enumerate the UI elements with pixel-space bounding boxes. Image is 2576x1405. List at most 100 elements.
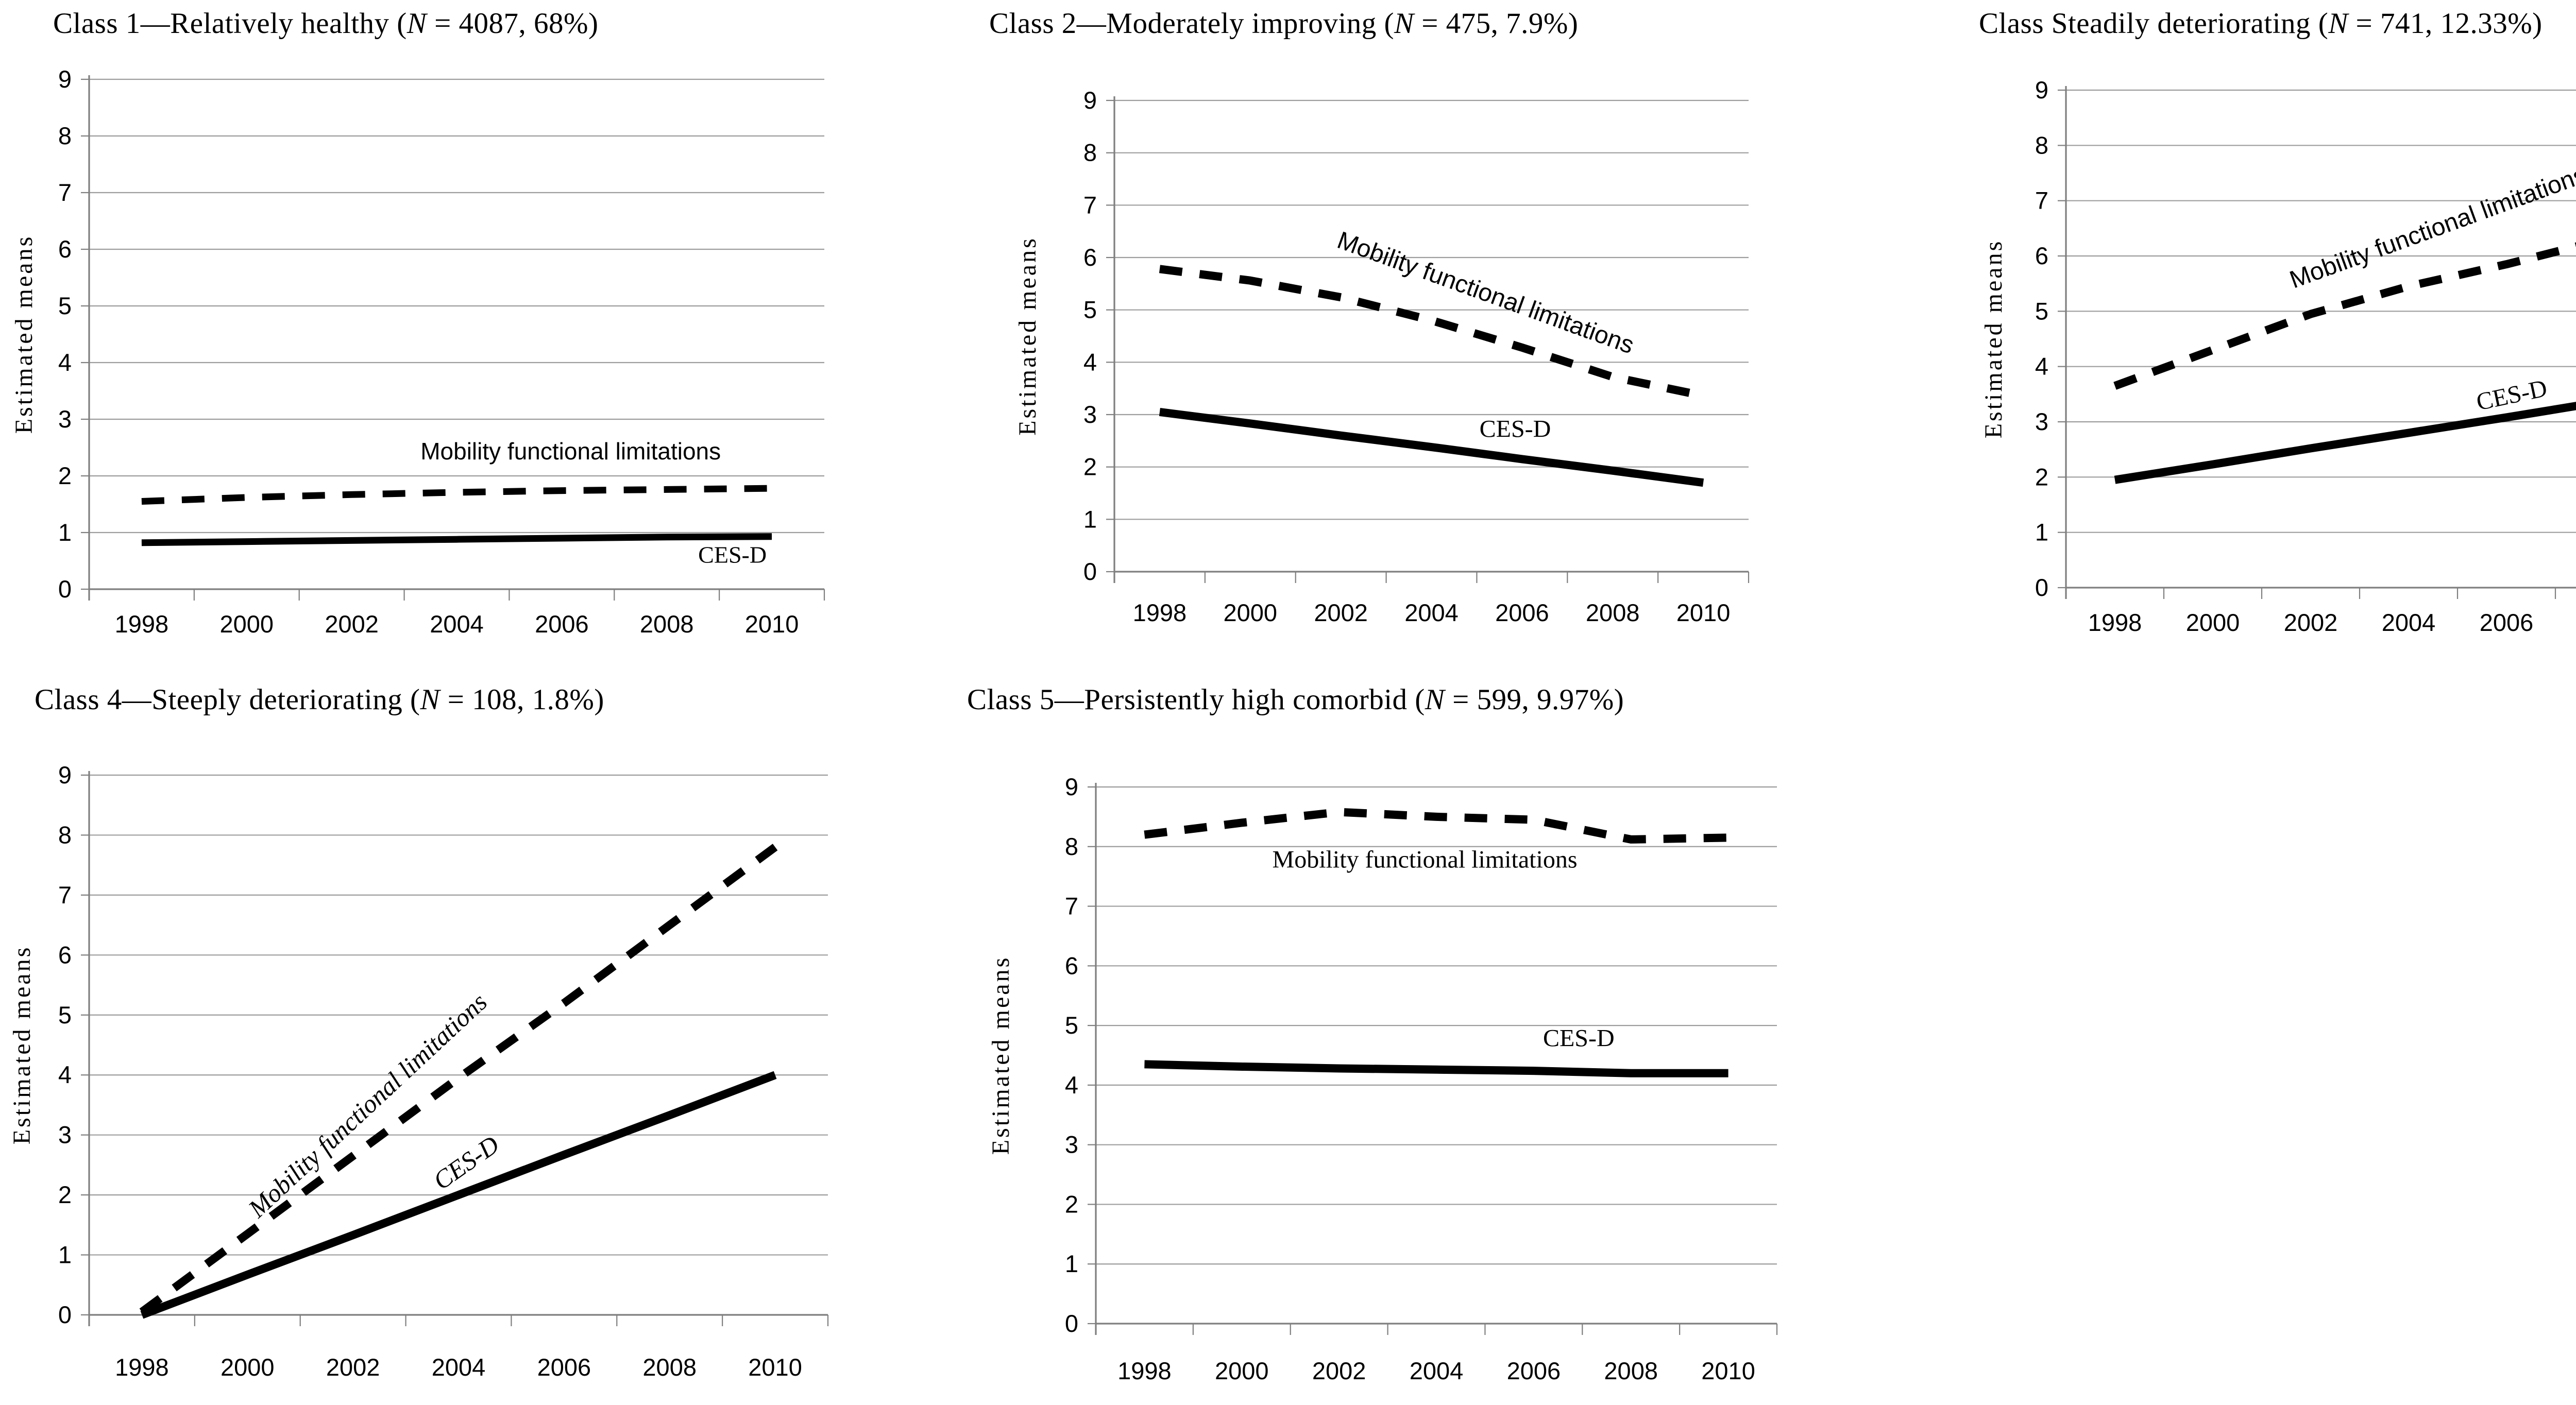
chart1-title: Class 1—Relatively healthy (N = 4087, 68… bbox=[53, 6, 598, 41]
cesd-series-label: CES-D bbox=[1480, 416, 1551, 443]
y-tick-label: 0 bbox=[2035, 574, 2048, 601]
x-tick-label: 2004 bbox=[1410, 1357, 1464, 1384]
mobility-line bbox=[2113, 242, 2576, 390]
y-tick-label: 4 bbox=[1065, 1071, 1078, 1099]
y-tick-label: 4 bbox=[58, 1061, 72, 1088]
x-tick-label: 2002 bbox=[1314, 599, 1368, 626]
y-tick-label: 5 bbox=[58, 292, 72, 319]
chart4-title: Class 4—Steeply deteriorating (N = 108, … bbox=[35, 682, 604, 717]
chart1-title-n: N bbox=[406, 7, 427, 40]
x-tick-label: 2008 bbox=[640, 610, 694, 638]
y-tick-label: 6 bbox=[1065, 952, 1078, 979]
chart-area-class5: 0 1 2 3 4 5 6 7 8 9 1998 2000 2002 2004 2006 2008 2010 Es… bbox=[987, 773, 1778, 1384]
chart1-title-text: Class 1—Relatively healthy ( bbox=[53, 7, 407, 40]
y-tick-label: 7 bbox=[58, 881, 72, 909]
x-tick-label: 2008 bbox=[1586, 599, 1640, 626]
y-tick-label: 1 bbox=[1065, 1250, 1078, 1277]
chart2-title-rest: = 475, 7.9%) bbox=[1414, 7, 1579, 40]
y-tick-label: 8 bbox=[2035, 131, 2048, 159]
y-tick-label: 2 bbox=[58, 1181, 72, 1208]
x-tick-label: 2002 bbox=[325, 610, 379, 638]
chart2-title-n: N bbox=[1394, 7, 1414, 40]
x-tick-label: 2010 bbox=[1676, 599, 1731, 626]
x-tick-label: 2000 bbox=[1215, 1357, 1269, 1384]
y-tick-label: 9 bbox=[58, 65, 72, 93]
chart-area-class4: 0 1 2 3 4 5 6 7 8 9 1998 2000 2002 2004 2006 2008 2010 Es… bbox=[8, 761, 829, 1381]
y-tick-label: 9 bbox=[58, 761, 72, 789]
y-tick-label: 5 bbox=[1083, 296, 1097, 323]
x-tick-label: 2004 bbox=[2382, 609, 2436, 636]
y-tick-label: 3 bbox=[58, 1121, 72, 1149]
y-tick-label: 8 bbox=[1083, 139, 1097, 166]
y-tick-label: 9 bbox=[1065, 773, 1078, 800]
y-tick-label: 6 bbox=[2035, 242, 2048, 269]
chart5-title: Class 5—Persistently high comorbid (N = … bbox=[967, 682, 1624, 717]
cesd-line bbox=[141, 533, 772, 546]
chart-area-class1: 0 1 2 3 4 5 6 7 8 9 1998 2000 2002 2004 2006 2008 2010 Es… bbox=[10, 65, 825, 638]
x-tick-label: 2002 bbox=[2284, 609, 2338, 636]
y-tick-label: 8 bbox=[58, 821, 72, 848]
chart5-title-n: N bbox=[1425, 683, 1445, 716]
y-tick-label: 6 bbox=[58, 235, 72, 263]
y-tick-label: 9 bbox=[1083, 87, 1097, 114]
chart4-title-text: Class 4—Steeply deteriorating ( bbox=[35, 683, 420, 716]
y-tick-label: 0 bbox=[1083, 558, 1097, 585]
y-tick-label: 7 bbox=[2035, 187, 2048, 214]
x-tick-label: 2004 bbox=[1404, 599, 1459, 626]
mobility-line bbox=[1144, 808, 1728, 844]
chart4-title-n: N bbox=[420, 683, 440, 716]
y-tick-label: 3 bbox=[58, 405, 72, 433]
y-tick-label: 5 bbox=[1065, 1012, 1078, 1039]
mobility-line bbox=[139, 844, 778, 1315]
y-tick-label: 3 bbox=[1065, 1131, 1078, 1158]
mobility-series-label: Mobility functional limitations bbox=[420, 438, 721, 465]
chart1-title-rest: = 4087, 68%) bbox=[427, 7, 599, 40]
y-tick-label: 4 bbox=[58, 349, 72, 376]
y-tick-label: 7 bbox=[1065, 893, 1078, 920]
mobility-line bbox=[1159, 265, 1704, 400]
y-tick-label: 3 bbox=[1083, 401, 1097, 428]
y-tick-label: 1 bbox=[58, 1241, 72, 1269]
y-tick-label: 4 bbox=[2035, 353, 2048, 380]
cesd-series-label: CES-D bbox=[1543, 1025, 1615, 1052]
cesd-line bbox=[1159, 407, 1704, 487]
y-tick-label: 2 bbox=[1083, 453, 1097, 481]
x-tick-label: 2008 bbox=[1604, 1357, 1658, 1384]
y-axis-title: Estimated means bbox=[987, 956, 1014, 1155]
y-tick-label: 8 bbox=[1065, 833, 1078, 860]
x-tick-label: 1998 bbox=[115, 610, 169, 638]
x-tick-label: 2010 bbox=[745, 610, 799, 638]
x-tick-label: 2010 bbox=[748, 1353, 802, 1381]
y-tick-label: 0 bbox=[58, 575, 72, 603]
x-tick-label: 2000 bbox=[221, 1353, 275, 1381]
x-tick-label: 2006 bbox=[535, 610, 589, 638]
mobility-line bbox=[141, 485, 772, 505]
y-tick-label: 4 bbox=[1083, 348, 1097, 375]
y-tick-label: 3 bbox=[2035, 408, 2048, 435]
x-tick-label: 2004 bbox=[432, 1353, 486, 1381]
x-tick-label: 2010 bbox=[1701, 1357, 1755, 1384]
mobility-series-label: Mobility functional limitations bbox=[242, 987, 493, 1223]
y-tick-label: 7 bbox=[1083, 191, 1097, 218]
y-tick-label: 2 bbox=[2035, 463, 2048, 490]
cesd-line bbox=[2114, 402, 2576, 484]
chart4-title-rest: = 108, 1.8%) bbox=[439, 683, 604, 716]
cesd-series-label: CES-D bbox=[698, 541, 767, 568]
y-tick-label: 0 bbox=[1065, 1310, 1078, 1337]
y-axis-title: Estimated means bbox=[8, 946, 36, 1145]
x-tick-label: 2006 bbox=[537, 1353, 591, 1381]
x-tick-label: 1998 bbox=[2088, 609, 2142, 636]
cesd-line bbox=[1144, 1060, 1728, 1077]
x-tick-label: 2002 bbox=[326, 1353, 380, 1381]
x-tick-label: 2000 bbox=[1224, 599, 1278, 626]
mobility-series-label: Mobility functional limitations bbox=[1273, 846, 1578, 873]
y-tick-label: 5 bbox=[58, 1001, 72, 1029]
x-tick-label: 2000 bbox=[220, 610, 274, 638]
x-tick-label: 2006 bbox=[2480, 609, 2534, 636]
chart5-title-rest: = 599, 9.97%) bbox=[1445, 683, 1624, 716]
chart5-title-text: Class 5—Persistently high comorbid ( bbox=[967, 683, 1425, 716]
x-tick-label: 1998 bbox=[115, 1353, 169, 1381]
y-axis-title: Estimated means bbox=[10, 235, 38, 434]
